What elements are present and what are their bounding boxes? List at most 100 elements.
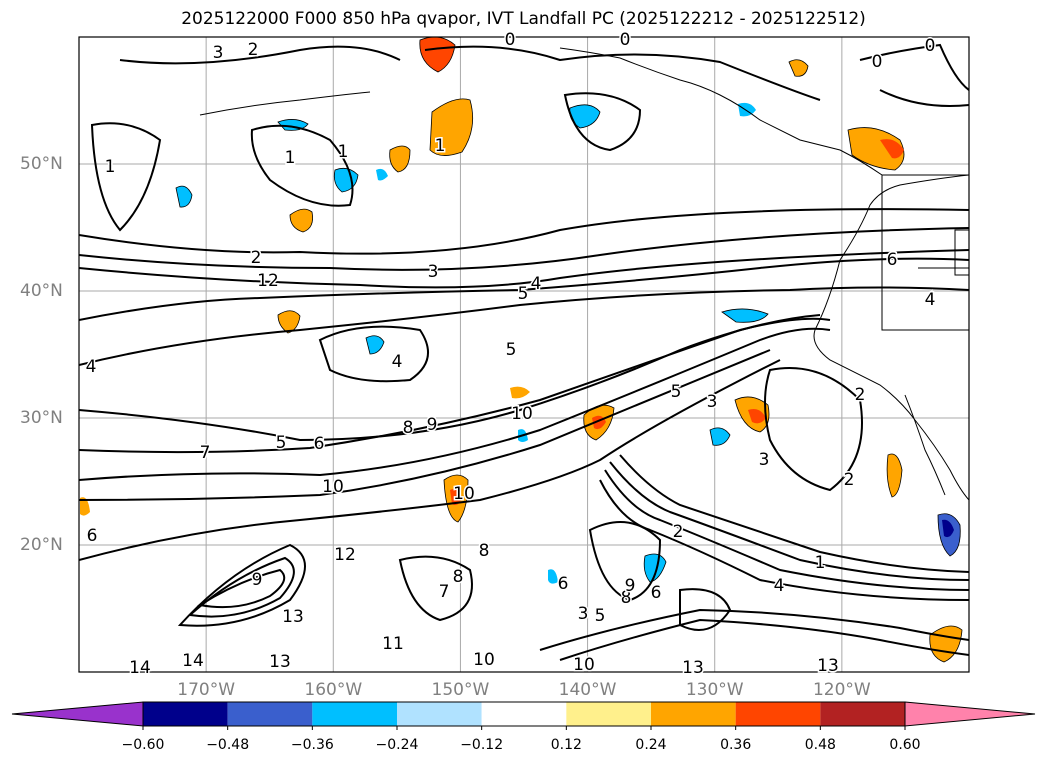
colorbar-tick-label: 0.12 [550,737,582,753]
contour-label: 8 [403,418,414,438]
colorbar-segment [820,702,905,726]
contour-label: 0 [620,30,631,50]
contour-label: 2 [673,522,684,542]
colorbar-tick-label: −0.48 [206,737,250,753]
contour-label: 6 [651,583,662,603]
colorbar-segment [397,702,482,726]
map-title: 2025122000 F000 850 hPa qvapor, IVT Land… [181,9,866,29]
contour-label: 10 [473,650,495,670]
contour-label: 9 [427,415,438,435]
colorbar-tick-label: −0.12 [460,737,504,753]
negative-anomaly-patch [365,335,385,355]
colorbar-tick-label: 0.24 [635,737,667,753]
positive-anomaly-patch [510,386,530,399]
contour-label: 9 [252,570,263,590]
contour-label: 5 [671,382,682,402]
contour-label: 4 [531,274,542,294]
colorbar-tick-label: −0.24 [375,737,419,753]
contour-label: 12 [334,545,356,565]
contour-label: 1 [815,553,826,573]
contour-label: 9 [625,576,636,596]
contour-label: 0 [505,30,516,50]
positive-anomaly-patch [289,208,313,233]
colorbar-segment [566,702,651,726]
contour-label: 10 [573,655,595,675]
contour-label: 11 [382,634,404,654]
contour-label: 12 [257,271,279,291]
contour-label: 8 [453,567,464,587]
qvapor-contours [79,43,969,661]
contour-label: 4 [392,352,403,372]
colorbar-extend-high [904,701,1036,727]
negative-anomaly-patch [643,553,667,583]
contour-label: 5 [595,606,606,626]
contour-label: 14 [182,651,204,671]
lat-label: 40°N [20,281,63,301]
lat-label: 30°N [20,408,63,428]
contour-label: 14 [129,658,151,678]
contour-label: 3 [428,262,439,282]
contour-label: 5 [506,340,517,360]
colorbar-tick-label: 0.48 [804,737,836,753]
positive-anomaly-patch [277,310,301,334]
contour-label: 7 [200,443,211,463]
colorbar-tick-label: −0.36 [290,737,334,753]
negative-anomaly-patch [709,427,731,446]
contour-label: 6 [87,526,98,546]
contour-label: 2 [855,385,866,405]
contour-label: 3 [759,450,770,470]
contour-label: 10 [453,484,475,504]
lat-label: 50°N [20,154,63,174]
contour-label: 1 [285,148,296,168]
colorbar-segment [227,702,313,726]
positive-anomaly-patch [880,139,904,159]
lon-label: 130°W [685,680,744,700]
colorbar-segment [312,702,397,726]
colorbar-segment [735,702,821,726]
contour-label: 4 [774,576,785,596]
contour-label: 10 [511,404,533,424]
positive-anomaly-patch [429,98,474,156]
contour-label: 13 [282,607,304,627]
contour-label: 1 [435,136,446,156]
colorbar-extend-low [11,701,144,727]
contour-label: 5 [518,284,529,304]
negative-anomaly-patch [738,102,756,117]
contour-label: 2 [251,248,262,268]
contour-label: 3 [213,43,224,63]
lon-label: 140°W [558,680,617,700]
contour-label: 7 [439,582,450,602]
contour-label: 4 [86,357,97,377]
positive-anomaly-patch [450,489,462,506]
contour-label: 8 [479,541,490,561]
positive-anomaly-patch [389,145,411,173]
colorbar-tick-label: 0.60 [889,737,921,753]
contour-label: 0 [872,52,883,72]
contour-label: 4 [925,290,936,310]
contour-label: 1 [105,157,116,177]
negative-anomaly-patch [942,519,954,538]
contour-label: 3 [707,392,718,412]
lat-label: 20°N [20,535,63,555]
contour-label: 8 [621,588,632,608]
lon-label: 150°W [431,680,490,700]
negative-anomaly-patch [721,308,769,323]
lon-label: 170°W [177,680,236,700]
negative-anomaly-patch [548,569,558,584]
contour-label: 1 [338,142,349,162]
contour-label: 3 [578,604,589,624]
contour-label: 6 [887,250,898,270]
negative-anomaly-patch [376,168,388,181]
positive-anomaly-patch [788,59,809,77]
contour-label: 13 [682,658,704,678]
contour-label: 13 [817,656,839,676]
colorbar-segment [143,702,228,726]
contour-label: 10 [322,477,344,497]
positive-anomaly-patch [748,409,766,424]
contour-label: 0 [925,36,936,56]
colorbar-segment [481,702,567,726]
positive-anomaly-patch [847,127,905,171]
contour-label: 5 [276,433,287,453]
